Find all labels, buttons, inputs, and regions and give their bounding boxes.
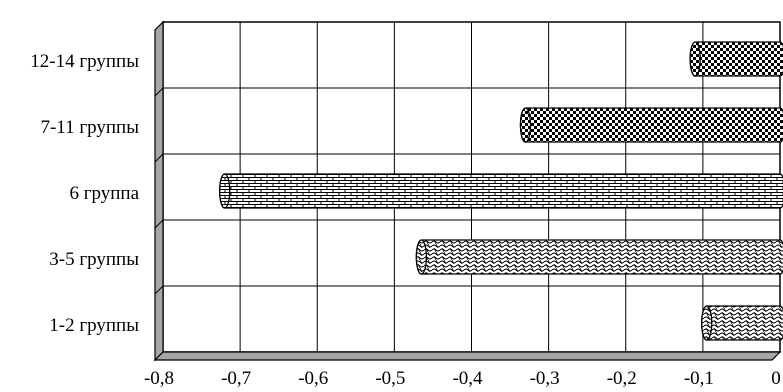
- y-category-label: 7-11 группы: [40, 117, 139, 138]
- y-category-label: 6 группа: [69, 183, 139, 204]
- gridline-y-side: [154, 153, 164, 163]
- bar-end-cap: [219, 173, 231, 209]
- bar: [701, 305, 783, 341]
- bar-end-cap: [701, 305, 713, 341]
- bar: [415, 239, 783, 275]
- gridline-y-side: [154, 87, 164, 97]
- bar-end-cap: [689, 41, 701, 77]
- bar-body: [519, 107, 783, 143]
- bar: [519, 107, 783, 143]
- y-axis-labels: 12-14 группы 7-11 группы 6 группа 3-5 групп…: [30, 51, 139, 336]
- bar-body: [415, 239, 783, 275]
- floor: [153, 351, 782, 361]
- x-tick-label: -0,8: [144, 368, 174, 387]
- bar-body: [701, 305, 783, 341]
- bar: [219, 173, 783, 209]
- gridline-y-side: [154, 219, 164, 229]
- bar-body: [689, 41, 783, 77]
- bar: [689, 41, 783, 77]
- x-tick-label: 0: [771, 368, 781, 387]
- x-tick-label: -0,2: [607, 368, 637, 387]
- x-tick-label: -0,1: [684, 368, 714, 387]
- x-tick-label: -0,4: [452, 368, 483, 387]
- x-tick-label: -0,3: [530, 368, 560, 387]
- chart-bars: [219, 41, 783, 341]
- bar-body: [219, 173, 783, 209]
- x-axis-labels: -0,8 -0,7 -0,6 -0,5 -0,4 -0,3 -0,2 -0,1 0: [144, 368, 781, 389]
- bar-end-cap: [415, 239, 428, 275]
- y-category-label: 3-5 группы: [49, 249, 139, 270]
- x-tick-label: -0,5: [375, 368, 405, 387]
- x-tick-label: -0,7: [221, 368, 251, 387]
- y-category-label: 12-14 группы: [30, 51, 139, 72]
- gridline-y-side: [154, 285, 164, 295]
- bar-end-cap: [519, 107, 532, 143]
- side-wall: [154, 20, 164, 362]
- x-tick-label: -0,6: [298, 368, 328, 387]
- y-category-label: 1-2 группы: [49, 315, 139, 336]
